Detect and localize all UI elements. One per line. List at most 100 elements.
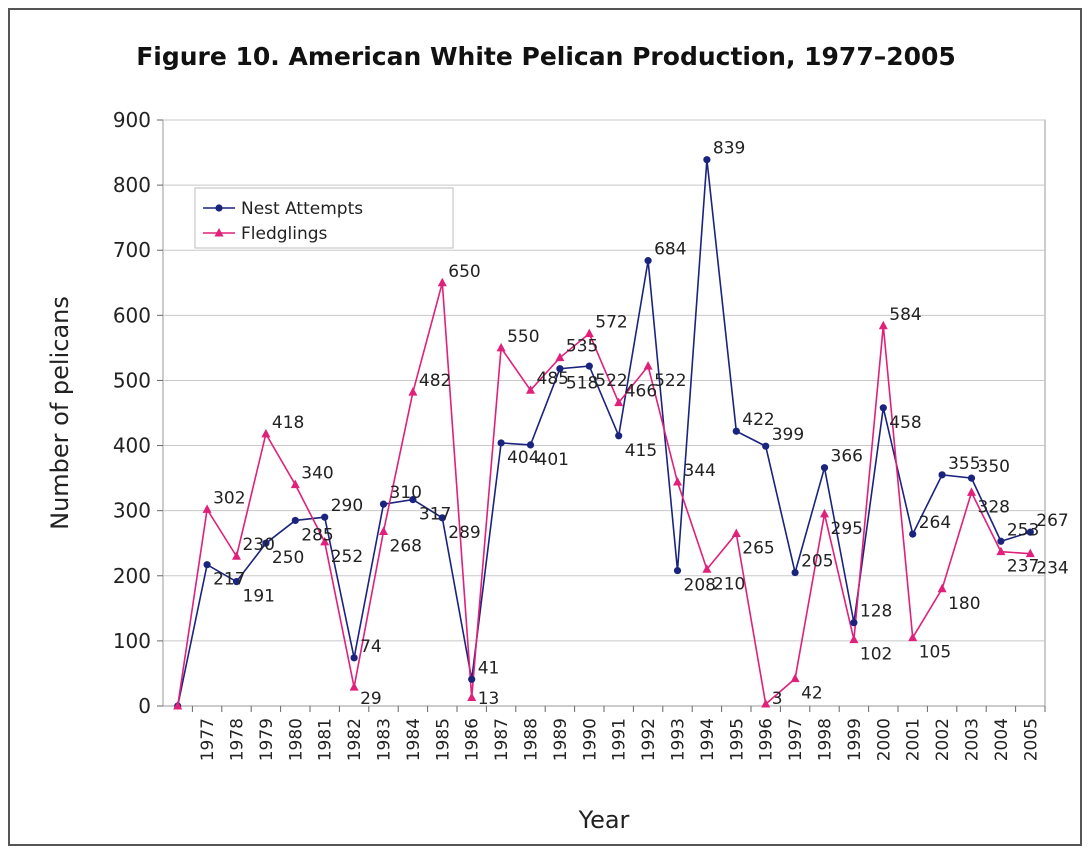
data-point [761, 699, 771, 708]
data-label: 285 [301, 525, 333, 545]
data-point [644, 257, 652, 265]
data-point [320, 536, 330, 546]
data-point [349, 682, 359, 691]
chart-title: Figure 10. American White Pelican Produc… [136, 42, 956, 71]
x-tick-label: 1998 [816, 718, 836, 761]
data-label: 399 [772, 425, 804, 445]
data-point [232, 551, 241, 560]
data-point [702, 564, 712, 573]
data-point [1026, 528, 1034, 536]
data-label: 210 [713, 574, 745, 594]
data-label: 422 [742, 410, 774, 430]
y-tick-label: 800 [113, 173, 151, 197]
x-axis-title: Year [578, 806, 630, 834]
data-point [202, 504, 212, 513]
data-label: 13 [478, 689, 500, 709]
data-point [497, 439, 505, 447]
data-label: 584 [889, 305, 921, 325]
legend-label: Fledglings [241, 224, 328, 244]
data-label: 265 [742, 538, 774, 558]
data-point [909, 530, 917, 538]
data-label: 302 [213, 488, 245, 508]
data-point [291, 516, 299, 525]
data-label: 3 [772, 689, 783, 709]
data-point [261, 428, 271, 438]
data-label: 522 [595, 371, 627, 391]
legend-marker [215, 204, 223, 212]
data-label: 180 [948, 594, 980, 614]
data-label: 217 [213, 570, 245, 590]
legend-box [194, 187, 454, 249]
data-point [526, 385, 535, 394]
x-tick-label: 1991 [610, 718, 630, 761]
x-tick-label: 1999 [845, 718, 865, 761]
x-tick-label: 1982 [345, 718, 365, 761]
x-tick-label: 1986 [463, 718, 483, 761]
data-label: 128 [860, 602, 892, 622]
data-point [437, 277, 447, 287]
x-tick-label: 1995 [727, 718, 747, 761]
data-label: 328 [978, 497, 1010, 517]
x-tick-label: 2001 [904, 718, 924, 761]
y-tick-label: 700 [113, 238, 151, 262]
x-tick-label: 2002 [933, 718, 953, 761]
data-label: 208 [684, 576, 716, 596]
data-label: 401 [537, 450, 569, 470]
data-label: 267 [1036, 511, 1068, 531]
x-tick-label: 1979 [257, 718, 277, 761]
data-point [173, 701, 183, 710]
data-point [584, 328, 594, 338]
data-label: 650 [448, 262, 480, 282]
data-label: 684 [654, 240, 686, 260]
data-point [585, 362, 593, 370]
x-tick-label: 1981 [316, 718, 336, 761]
data-point [731, 528, 741, 537]
x-tick-label: 1996 [757, 718, 777, 761]
data-label: 253 [1007, 520, 1039, 540]
x-tick-label: 1997 [786, 718, 806, 761]
series-line-nest-attempts [176, 159, 1031, 707]
data-label: 518 [566, 374, 598, 394]
data-point [438, 514, 446, 522]
data-point [820, 508, 829, 518]
x-tick-label: 1984 [404, 718, 424, 761]
data-point [937, 583, 947, 593]
data-label: 366 [831, 447, 863, 467]
legend-marker [214, 228, 224, 237]
data-point [232, 578, 241, 586]
data-label: 458 [889, 413, 921, 433]
data-label: 310 [390, 483, 422, 503]
x-tick-label: 2005 [1021, 718, 1041, 761]
y-tick-label: 400 [113, 434, 151, 458]
x-tick-label: 1978 [228, 718, 248, 761]
data-point [379, 526, 388, 536]
data-label: 41 [478, 658, 500, 678]
data-label: 42 [801, 684, 823, 704]
data-label: 230 [243, 535, 275, 555]
data-point [938, 471, 946, 479]
data-point [468, 675, 476, 683]
y-axis-title: Number of pelicans [46, 296, 74, 530]
x-tick-label: 1987 [492, 718, 512, 761]
data-point [496, 342, 506, 352]
data-point [615, 432, 623, 440]
data-point [321, 513, 329, 521]
data-point [262, 539, 270, 547]
data-label: 485 [537, 369, 569, 389]
y-tick-label: 500 [113, 368, 151, 392]
data-label: 102 [860, 645, 892, 665]
data-point [791, 568, 799, 577]
data-label: 237 [1007, 557, 1039, 577]
data-label: 105 [919, 643, 951, 663]
data-point [849, 634, 859, 644]
data-point [526, 441, 535, 449]
data-label: 572 [595, 313, 627, 333]
data-label: 404 [507, 448, 539, 468]
legend-label: Nest Attempts [241, 199, 363, 219]
data-label: 290 [331, 496, 363, 516]
data-point [673, 566, 682, 575]
data-label: 355 [948, 454, 980, 474]
x-tick-label: 2004 [992, 718, 1012, 761]
data-point [908, 632, 918, 642]
